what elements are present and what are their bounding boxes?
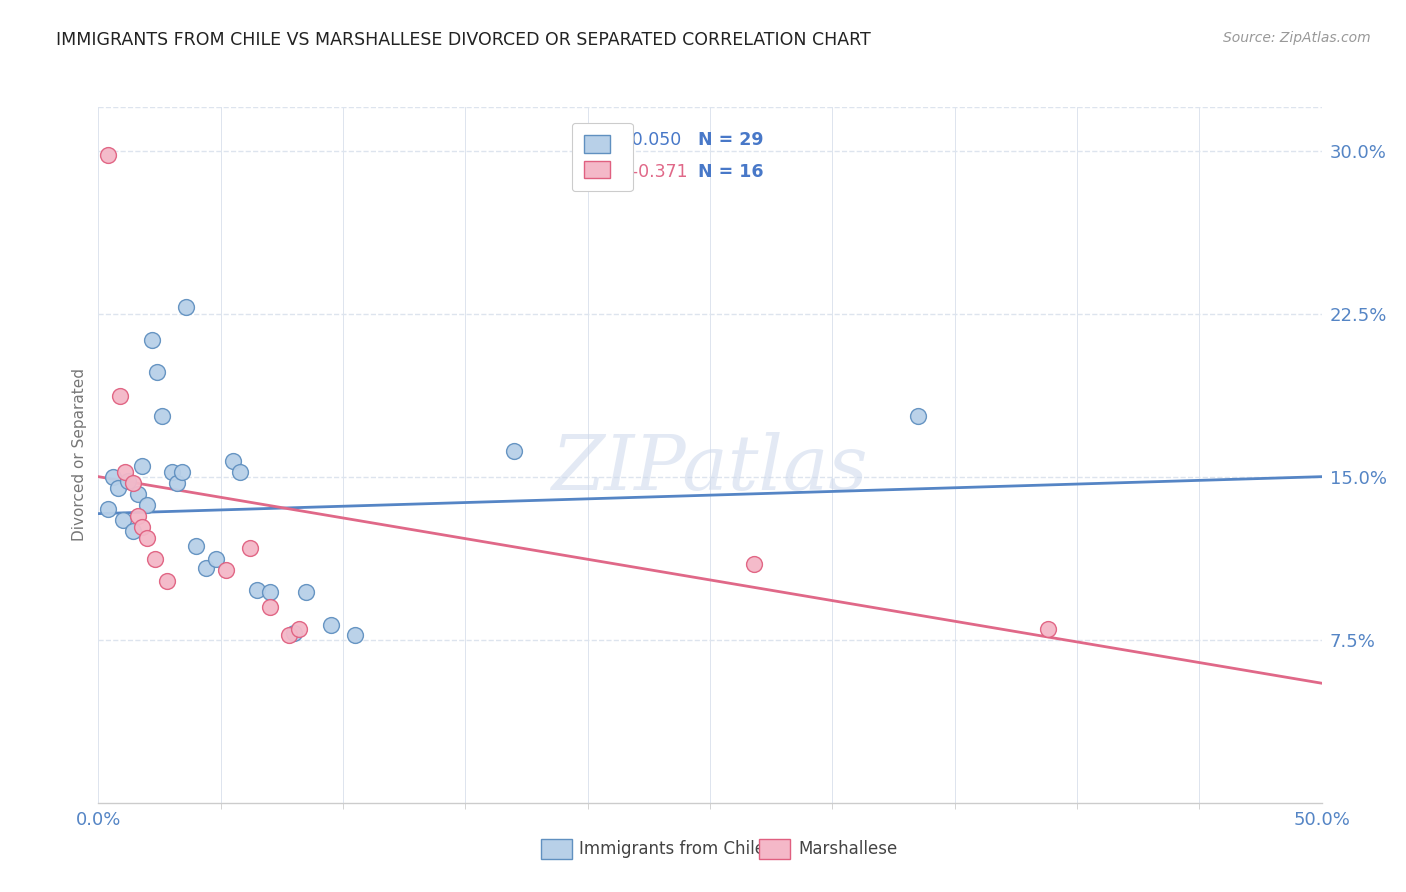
Legend: , : , bbox=[572, 123, 633, 192]
Point bbox=[160, 466, 183, 480]
Point bbox=[107, 481, 129, 495]
Point bbox=[97, 148, 120, 162]
Point bbox=[229, 466, 252, 480]
Point bbox=[131, 519, 153, 533]
Point bbox=[143, 552, 166, 566]
Point bbox=[205, 552, 228, 566]
Point bbox=[222, 454, 245, 468]
Point bbox=[97, 502, 120, 516]
Point bbox=[259, 585, 281, 599]
Point bbox=[156, 574, 179, 588]
Point bbox=[186, 539, 208, 553]
Text: N = 16: N = 16 bbox=[697, 162, 763, 181]
Point bbox=[1036, 622, 1059, 636]
Point bbox=[121, 524, 143, 538]
Text: N = 29: N = 29 bbox=[697, 131, 763, 149]
Text: ZIPatlas: ZIPatlas bbox=[551, 432, 869, 506]
Point bbox=[117, 474, 139, 488]
Point bbox=[283, 626, 305, 640]
Point bbox=[136, 498, 159, 512]
Point bbox=[166, 476, 188, 491]
Point bbox=[288, 622, 311, 636]
Point bbox=[110, 389, 132, 403]
Point bbox=[239, 541, 262, 556]
Y-axis label: Divorced or Separated: Divorced or Separated bbox=[72, 368, 87, 541]
Text: Immigrants from Chile: Immigrants from Chile bbox=[579, 840, 765, 858]
Point bbox=[127, 487, 149, 501]
Point bbox=[503, 443, 526, 458]
Text: Marshallese: Marshallese bbox=[799, 840, 898, 858]
Point bbox=[907, 409, 929, 423]
Point bbox=[278, 628, 301, 642]
Point bbox=[170, 466, 193, 480]
Point bbox=[259, 600, 281, 615]
Point bbox=[101, 469, 124, 483]
Point bbox=[111, 513, 134, 527]
Point bbox=[131, 458, 153, 473]
Text: Source: ZipAtlas.com: Source: ZipAtlas.com bbox=[1223, 31, 1371, 45]
Text: R = 0.050: R = 0.050 bbox=[593, 131, 681, 149]
Point bbox=[176, 300, 198, 314]
Point bbox=[344, 628, 367, 642]
Point bbox=[136, 531, 159, 545]
Point bbox=[150, 409, 173, 423]
Point bbox=[214, 563, 236, 577]
Point bbox=[742, 557, 765, 571]
Point bbox=[195, 561, 218, 575]
Point bbox=[319, 617, 342, 632]
Point bbox=[295, 585, 318, 599]
Point bbox=[127, 508, 149, 523]
Text: R = -0.371: R = -0.371 bbox=[593, 162, 688, 181]
Point bbox=[121, 476, 143, 491]
Point bbox=[141, 333, 163, 347]
Point bbox=[246, 582, 269, 597]
Text: IMMIGRANTS FROM CHILE VS MARSHALLESE DIVORCED OR SEPARATED CORRELATION CHART: IMMIGRANTS FROM CHILE VS MARSHALLESE DIV… bbox=[56, 31, 870, 49]
Point bbox=[114, 466, 136, 480]
Point bbox=[146, 365, 169, 379]
